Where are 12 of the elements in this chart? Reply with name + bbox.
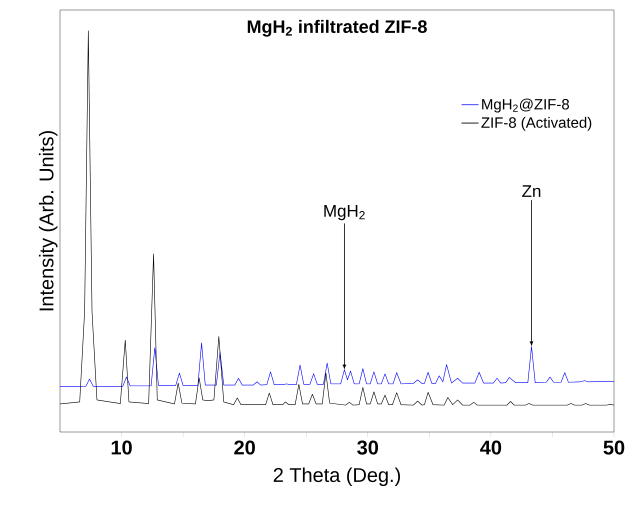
x-tick-label: 10 bbox=[112, 440, 132, 455]
x-tick-label: 30 bbox=[357, 440, 378, 455]
annotation: Zn bbox=[522, 185, 540, 197]
chart-title: MgH$_{2}$ infiltrated ZIF-8 bbox=[248, 20, 427, 37]
x-tick-label: 20 bbox=[234, 440, 255, 455]
x-axis-title: 2 Theta (Deg.) bbox=[274, 467, 400, 486]
x-tick-label: 50 bbox=[604, 440, 624, 455]
y-axis-title: Intensity (Arb. Units) bbox=[38, 131, 58, 310]
legend-label: ZIF-8 (Activated) bbox=[481, 116, 592, 131]
annotation: MgH$_{2}$ bbox=[324, 205, 365, 220]
legend-label: MgH$_{2}$@ZIF-8 bbox=[482, 98, 570, 112]
x-tick-label: 40 bbox=[480, 440, 502, 455]
